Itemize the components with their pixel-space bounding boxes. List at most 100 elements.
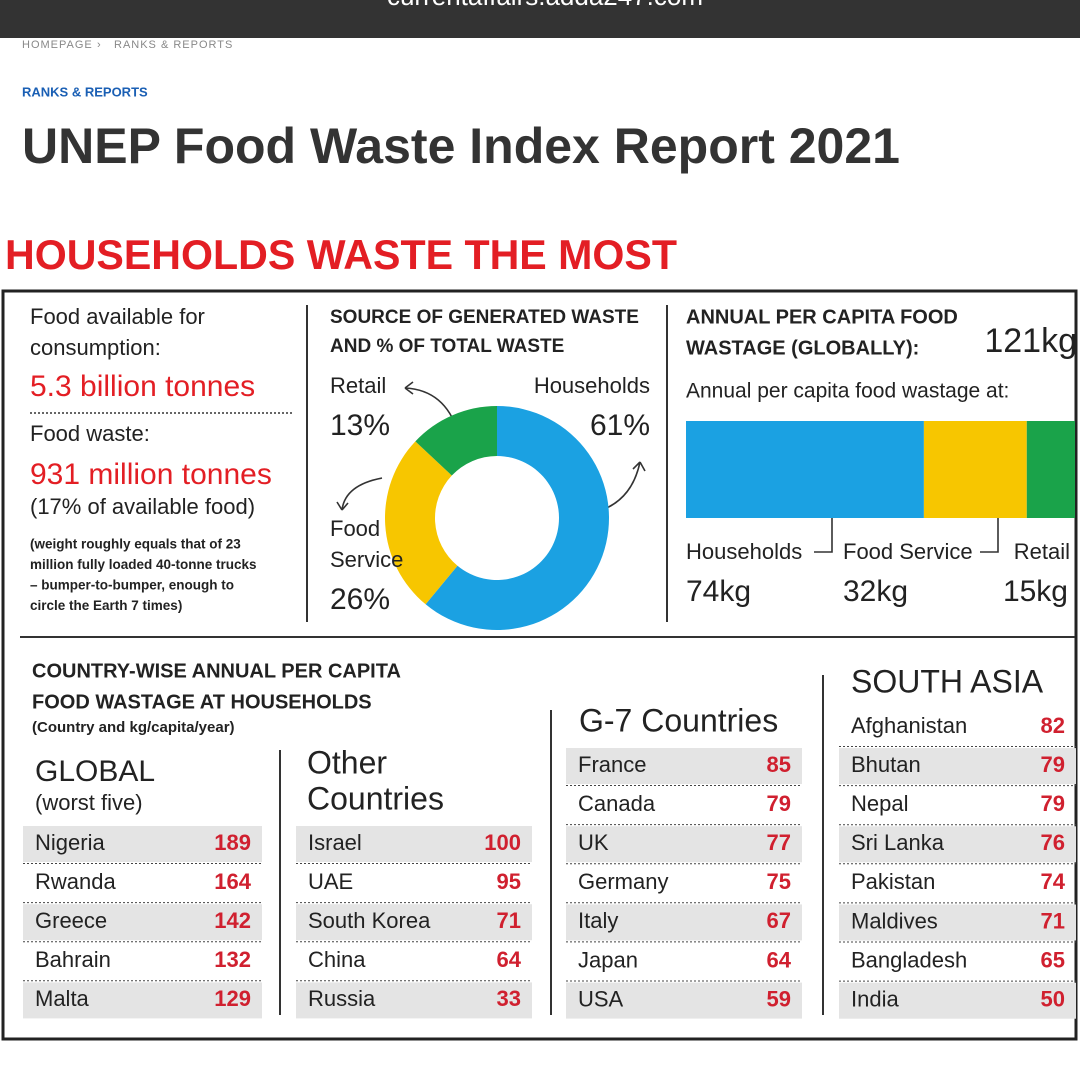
country-value: 132 [214,947,251,972]
bar-label: Households [686,539,802,564]
country-value: 65 [1041,947,1065,972]
country-name: Bangladesh [851,947,967,972]
country-value: 75 [767,869,791,894]
donut-segment [415,406,497,476]
country-value: 79 [767,791,791,816]
label: consumption: [30,335,161,360]
country-name: Afghanistan [851,713,967,738]
country-name: Greece [35,908,107,933]
country-value: 95 [497,869,521,894]
row-shade [839,982,1076,1019]
country-name: Bhutan [851,752,921,777]
country-name: UAE [308,869,353,894]
country-name: UK [578,830,609,855]
country-name: Russia [308,986,376,1011]
donut-label: Food Service [330,516,403,572]
bar-segment [1026,421,1075,518]
label: Food available for [30,304,205,329]
label: Food waste: [30,421,150,446]
section-title: COUNTRY-WISE ANNUAL PER CAPITA [32,660,401,682]
label: (17% of available food) [30,494,255,519]
country-name: Pakistan [851,869,935,894]
note: million fully loaded 40-tonne trucks [30,557,257,572]
country-name: USA [578,986,624,1011]
category-link[interactable]: RANKS & REPORTS [22,84,148,99]
table-title: SOUTH ASIA [851,663,1044,699]
country-name: India [851,987,899,1012]
country-name: France [578,752,646,777]
url: currentaffairs.adda247.com [387,0,703,11]
table-title: GLOBAL [35,755,155,788]
country-name: Italy [578,908,618,933]
big-figure: 5.3 billion tonnes [30,370,255,403]
country-value: 33 [497,986,521,1011]
donut-value: 13% [330,409,390,442]
country-value: 189 [214,830,251,855]
country-value: 100 [484,830,521,855]
subtitle: Annual per capita food wastage at: [686,380,1009,403]
table-title: Countries [307,780,444,816]
donut-label: Retail [330,373,386,398]
infographic-frame [1,289,1078,1041]
country-value: 85 [767,752,791,777]
donut-value: 26% [330,583,390,616]
country-name: Rwanda [35,869,116,894]
country-name: China [308,947,366,972]
country-name: Sri Lanka [851,830,945,855]
table-title: G-7 Countries [579,702,778,738]
row-shade [23,826,262,862]
breadcrumb-link[interactable]: HOMEPAGE [22,39,93,51]
row-shade [296,826,532,862]
page-title: UNEP Food Waste Index Report 2021 [22,118,900,174]
row-shade [566,826,802,863]
country-name: Japan [578,947,638,972]
row-shade [566,748,802,784]
table-title: Other [307,744,387,780]
bar-label: Retail [1014,539,1070,564]
country-value: 50 [1041,987,1065,1012]
headline: HOUSEHOLDS WASTE THE MOST [5,231,677,278]
country-name: Maldives [851,908,938,933]
country-name: Nepal [851,791,908,816]
subtitle: (Country and kg/capita/year) [32,719,235,736]
donut-label: Households [534,373,650,398]
note: – bumper-to-bumper, enough to [30,578,234,593]
section-title: ANNUAL PER CAPITA FOOD [686,306,958,328]
section-title: FOOD WASTAGE AT HOUSEHOLDS [32,691,372,713]
country-value: 79 [1041,752,1065,777]
country-name: Nigeria [35,830,105,855]
row-shade [839,904,1076,941]
country-value: 142 [214,908,251,933]
country-value: 76 [1041,830,1065,855]
country-value: 64 [767,947,792,972]
country-value: 82 [1041,713,1065,738]
donut-value: 61% [590,409,650,442]
country-name: Germany [578,869,668,894]
country-value: 64 [497,947,522,972]
country-value: 71 [497,908,521,933]
country-name: Bahrain [35,947,111,972]
row-shade [23,904,262,941]
country-value: 59 [767,986,791,1011]
country-value: 74 [1041,869,1066,894]
country-value: 79 [1041,791,1065,816]
country-value: 129 [214,986,251,1011]
row-shade [23,982,262,1019]
section-title: SOURCE OF GENERATED WASTE [330,307,639,328]
row-shade [566,904,802,941]
donut-segment [385,441,458,605]
country-name: Canada [578,791,656,816]
bar-label: Food Service [843,539,973,564]
total-value: 121kg [984,322,1077,360]
country-value: 67 [767,908,791,933]
section-title: WASTAGE (GLOBALLY): [686,337,919,359]
browser-bar [0,0,1080,38]
country-value: 164 [214,869,251,894]
breadcrumb-link[interactable]: RANKS & REPORTS [114,39,233,51]
note: circle the Earth 7 times) [30,598,182,613]
row-shade [839,826,1076,863]
dividers [20,305,1075,1015]
bar-value: 74kg [686,575,751,608]
breadcrumb-separator: › [97,39,101,51]
